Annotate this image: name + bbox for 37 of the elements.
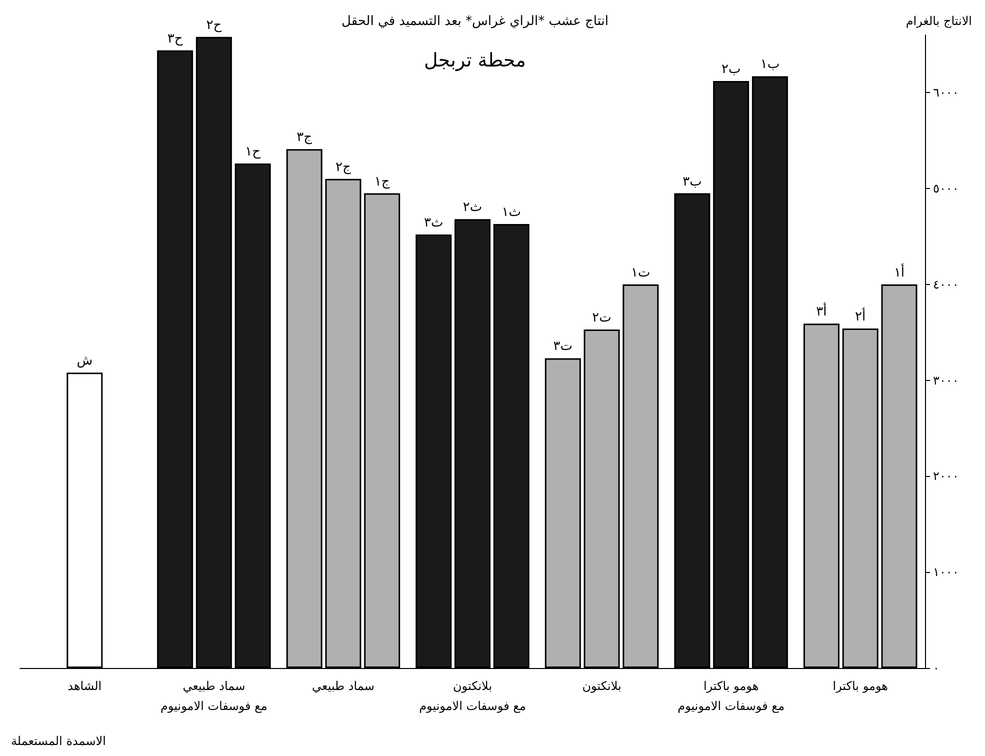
data-label: ح١ [245,144,262,160]
data-label: ت٢ [592,310,612,326]
chart-title: انتاج عشب *الراي غراس* بعد التسميد في الحقل [341,14,609,29]
y-tick-label: ٥٠٠٠ [933,181,959,196]
data-label: أ٣ [816,302,827,320]
y-tick-label: ٦٠٠٠ [933,86,959,100]
data-label: ج٣ [296,130,313,146]
x-tick-label: هومو باكترا مع فوسفات الامونيوم [678,679,784,713]
data-label: ث٣ [424,215,444,230]
data-label: ب٢ [721,62,741,78]
data-label: ت١ [631,265,650,280]
x-tick-label: سماد طبيعي مع فوسفات الامونيوم [160,679,268,713]
data-label: ح٢ [206,18,222,33]
data-label: ج١ [374,174,390,190]
y-tick-label: ٢٠٠٠ [933,469,959,484]
x-tick-label: هومو باكترا [832,679,888,693]
data-label: ش [76,354,93,369]
x-tick-label: الشاهد [68,679,102,693]
x-axis-title: الاسمدة المستعملة [11,734,106,748]
y-tick-label: ٠ [933,661,940,675]
data-label: ت٣ [553,339,573,354]
x-tick-label: سماد طبيعي [312,679,374,693]
x-tick-label: بلانكتون [582,679,622,693]
y-tick-label: ٤٠٠٠ [933,277,959,292]
y-axis-title: الانتاج بالغرام [906,14,972,28]
text: محطة تربجل [424,50,526,72]
y-tick-label: ١٠٠٠ [933,565,959,580]
data-label: ح٣ [167,31,184,46]
y-tick-label: ٣٠٠٠ [933,373,959,388]
data-label: ث٢ [462,200,482,216]
data-label: ب١ [760,57,780,72]
data-label: أ١ [894,263,905,280]
data-label: ب٣ [682,174,702,190]
x-tick-label: بلانكتون مع فوسفات الامونيوم [419,679,526,713]
data-label: أ٢ [855,307,866,324]
data-label: ج٢ [336,160,352,175]
data-label: ث١ [502,204,521,220]
